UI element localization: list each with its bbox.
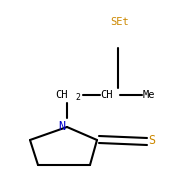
Text: N: N [58,121,66,134]
Text: CH: CH [100,90,113,100]
Text: SEt: SEt [110,17,129,27]
Text: CH: CH [55,90,68,100]
Text: Me: Me [143,90,156,100]
Text: S: S [148,134,155,146]
Text: 2: 2 [75,94,80,103]
